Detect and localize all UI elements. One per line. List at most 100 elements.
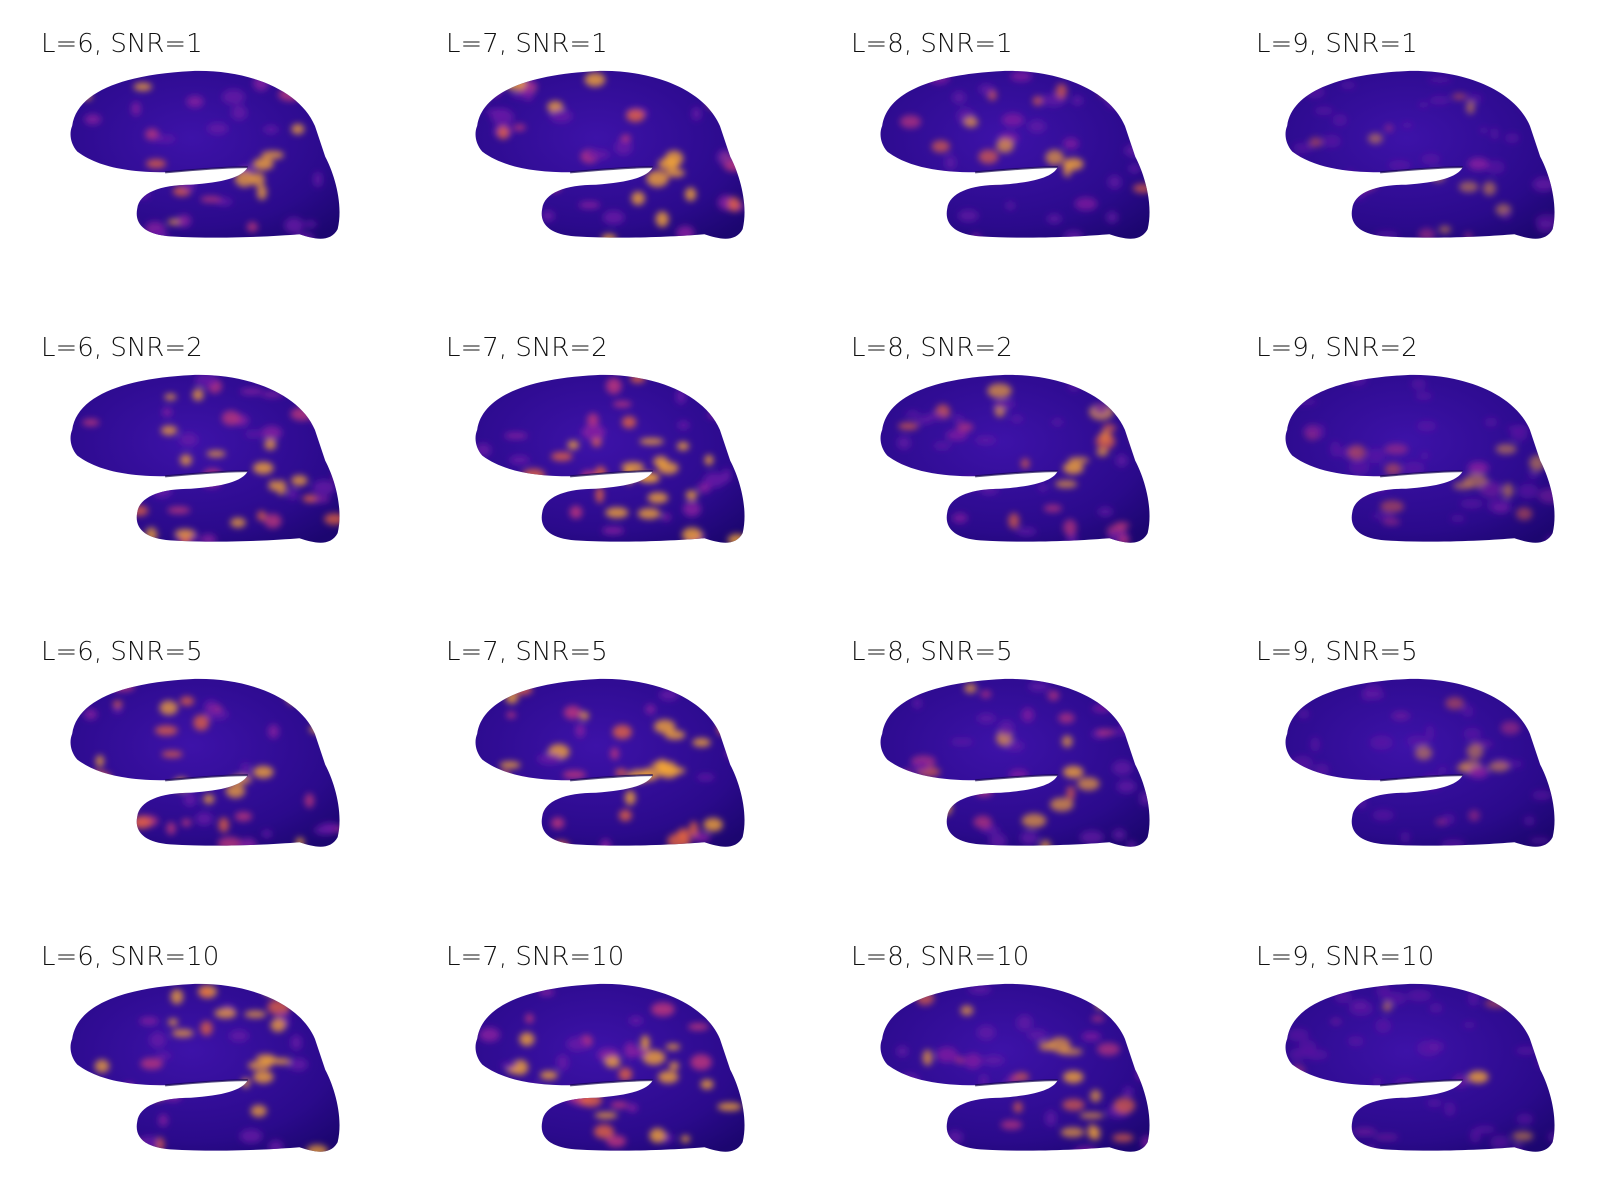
blob (179, 696, 195, 706)
blob (250, 172, 265, 187)
blob (478, 89, 487, 103)
blob (511, 91, 536, 99)
blob (569, 505, 583, 519)
blob (1066, 531, 1078, 543)
blob (996, 138, 1014, 153)
blob (1438, 225, 1452, 234)
blob (83, 709, 98, 720)
blob (1285, 155, 1301, 164)
blob (1330, 1018, 1342, 1026)
brain-surface (1285, 678, 1555, 847)
blob (732, 1028, 745, 1040)
blob (123, 1082, 135, 1097)
blob (532, 795, 544, 808)
blob (1295, 81, 1305, 94)
blob (620, 134, 631, 142)
blob (1340, 81, 1356, 89)
blob (1020, 830, 1039, 846)
blob (1292, 771, 1314, 780)
blob (1134, 77, 1144, 95)
blob (642, 1050, 666, 1065)
brain-render (70, 70, 340, 239)
blob (964, 683, 977, 694)
blob (1310, 736, 1321, 752)
blob (1500, 721, 1521, 735)
blob (1484, 417, 1498, 428)
blob (1469, 1128, 1481, 1143)
blob (1518, 1002, 1529, 1018)
blob (605, 507, 629, 519)
blob (152, 484, 172, 498)
blob (646, 170, 669, 187)
blob (1289, 833, 1300, 841)
blob (680, 1135, 691, 1143)
blob (1490, 127, 1499, 140)
blob (84, 114, 102, 125)
blob (1027, 1029, 1048, 1041)
blob (1534, 179, 1555, 190)
blob (1132, 183, 1150, 194)
blob (521, 468, 546, 482)
panel-label: L=9, SNR=5 (1256, 637, 1418, 667)
blob (1079, 830, 1104, 845)
blob (657, 461, 679, 475)
panel-label: L=9, SNR=1 (1256, 29, 1418, 59)
blob (1365, 1143, 1377, 1152)
blob (82, 93, 93, 101)
blob (1382, 1001, 1392, 1012)
panel-label: L=8, SNR=5 (851, 637, 1013, 667)
blob (977, 713, 996, 724)
blob (293, 232, 315, 239)
blob (312, 410, 322, 427)
blob (202, 468, 223, 484)
blob (222, 89, 245, 105)
blob (696, 773, 715, 781)
blob (710, 983, 720, 991)
blob (313, 171, 323, 188)
blob (921, 1103, 930, 1112)
blob (706, 96, 731, 110)
blob (1028, 681, 1050, 692)
blob (716, 701, 738, 713)
blob (261, 150, 284, 160)
blob (1516, 507, 1533, 521)
blob (567, 440, 579, 450)
blob (931, 140, 950, 153)
blob (509, 455, 530, 465)
blob (884, 505, 897, 519)
blob (160, 425, 178, 436)
blob (657, 765, 679, 779)
panel-label: L=9, SNR=10 (1256, 942, 1434, 972)
blob (89, 1125, 112, 1138)
blob (1431, 171, 1446, 183)
blob (1303, 425, 1319, 435)
blob (657, 157, 679, 171)
blob (1380, 500, 1405, 513)
activation (71, 75, 340, 239)
blob (916, 416, 933, 425)
blob (186, 95, 204, 108)
blob (506, 711, 517, 719)
panel-label: L=8, SNR=1 (851, 29, 1013, 59)
blob (647, 492, 669, 504)
blob (504, 75, 527, 91)
blob (960, 477, 983, 490)
blob (602, 210, 625, 225)
blob (505, 692, 519, 704)
blob (204, 699, 219, 712)
blob (1128, 164, 1141, 173)
blob (1467, 1070, 1489, 1084)
blob (621, 416, 637, 429)
blob (1548, 730, 1555, 742)
blob (890, 465, 902, 478)
brain-surface (880, 678, 1150, 847)
blob (575, 723, 585, 738)
blob (1032, 96, 1043, 106)
blob (256, 184, 267, 201)
blob (206, 450, 226, 458)
blob (530, 806, 542, 818)
blob (1384, 443, 1409, 455)
blob (1089, 1089, 1102, 1103)
blob (551, 817, 565, 829)
